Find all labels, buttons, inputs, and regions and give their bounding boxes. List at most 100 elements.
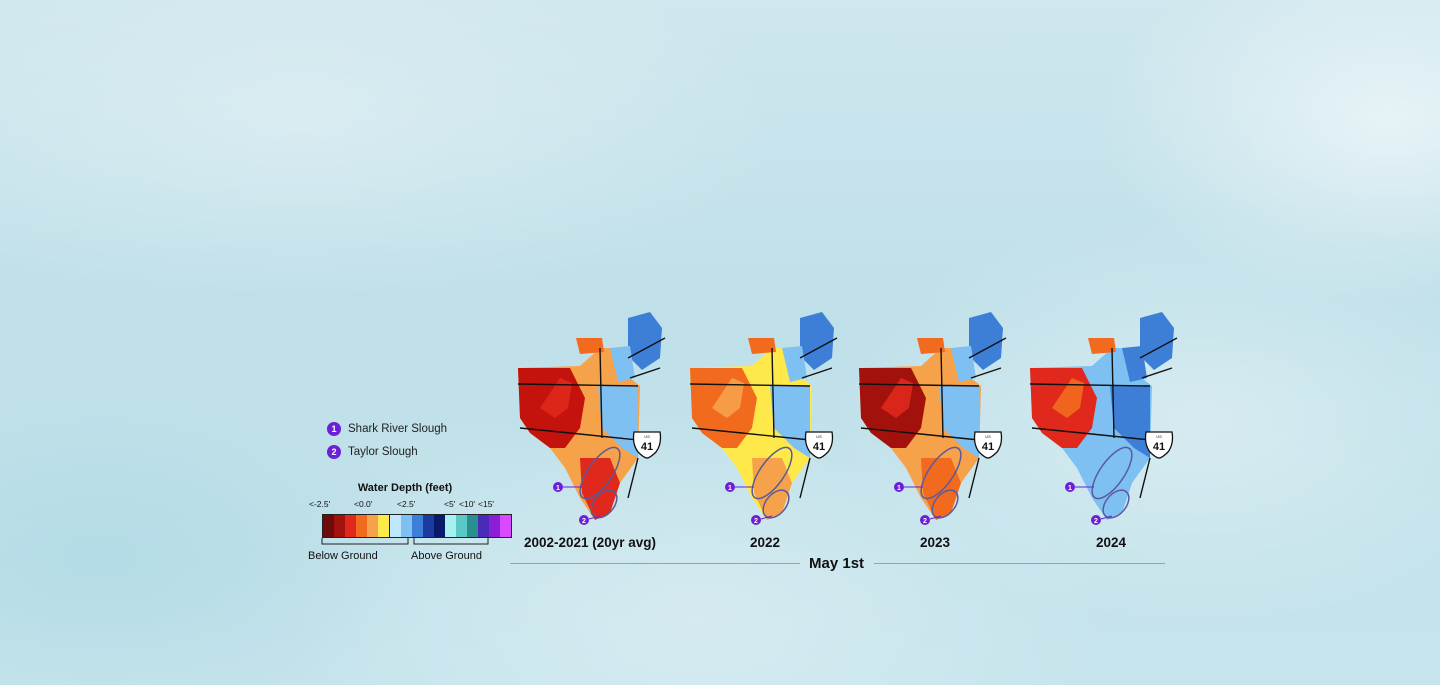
below-ground-label: Below Ground: [308, 550, 378, 562]
taylor-slough-outline: [762, 489, 790, 519]
water-depth-map: 1 2 US 41: [682, 308, 852, 528]
map-label-2022: 2022: [749, 535, 781, 550]
svg-text:1: 1: [897, 485, 901, 492]
map-roads: [517, 337, 666, 499]
scale-swatch: [434, 515, 445, 537]
tick-label: <15': [478, 499, 495, 509]
svg-text:2: 2: [923, 518, 927, 525]
scale-swatch: [423, 515, 434, 537]
scale-swatch: [456, 515, 467, 537]
map-region-east: [598, 386, 638, 458]
map-region-northeast: [969, 312, 1003, 370]
map-region-south: [580, 458, 620, 520]
svg-text:US: US: [1156, 434, 1162, 439]
svg-text:41: 41: [982, 441, 994, 453]
map-roads: [689, 337, 838, 499]
us-41-shield-icon: US 41: [632, 431, 662, 459]
svg-text:41: 41: [813, 441, 825, 453]
map-region-east: [939, 386, 979, 458]
scale-swatch: [334, 515, 345, 537]
marker-2: 2: [920, 515, 942, 525]
depth-color-scale: [322, 514, 512, 538]
legend-taylor-slough: 2 Taylor Slough: [327, 445, 418, 459]
shark-river-slough-outline: [579, 446, 621, 500]
svg-text:41: 41: [1153, 441, 1165, 453]
marker-2: 2: [579, 515, 601, 525]
location-name: Shark River Slough: [348, 423, 448, 435]
location-name: Taylor Slough: [348, 446, 418, 458]
scale-swatch: [345, 515, 356, 537]
svg-text:2: 2: [754, 518, 758, 525]
svg-text:1: 1: [1068, 485, 1072, 492]
map-label-2024: 2024: [1095, 535, 1127, 550]
map-region-north-top: [748, 338, 776, 354]
map-label-avg: 2002-2021 (20yr avg): [523, 535, 657, 550]
scale-swatch: [412, 515, 423, 537]
scale-swatch: [401, 515, 412, 537]
us-41-shield-icon: US 41: [1144, 431, 1174, 459]
svg-text:1: 1: [556, 485, 560, 492]
map-region-east: [1110, 386, 1150, 458]
taylor-slough-outline: [931, 489, 959, 519]
map-region-north-top: [917, 338, 945, 354]
us-41-shield-icon: US 41: [973, 431, 1003, 459]
date-divider-right: [874, 563, 1165, 564]
svg-text:US: US: [816, 434, 822, 439]
map-region-east: [770, 386, 810, 458]
map-region-northeast: [628, 312, 662, 370]
above-ground-label: Above Ground: [411, 550, 482, 562]
scale-swatch: [378, 515, 390, 537]
marker-2: 2: [751, 515, 773, 525]
us-41-shield-icon: US 41: [804, 431, 834, 459]
map-roads: [858, 337, 1007, 499]
scale-swatch: [500, 515, 511, 537]
tick-label: <-2.5': [309, 499, 331, 509]
scale-swatch: [489, 515, 500, 537]
scale-swatch: [323, 515, 334, 537]
scale-swatch: [467, 515, 478, 537]
scale-swatch: [356, 515, 367, 537]
scale-swatch: [367, 515, 378, 537]
marker-1: 1: [725, 482, 754, 492]
map-region-south: [1092, 458, 1132, 520]
location-badge-1: 1: [327, 422, 341, 436]
taylor-slough-outline: [1102, 489, 1130, 519]
water-depth-map: 1 2 US 41: [510, 308, 680, 528]
map-region-north: [782, 346, 807, 382]
water-depth-map: 1 2 US 41: [1022, 308, 1192, 528]
tick-label: <10': [459, 499, 476, 509]
shark-river-slough-outline: [1091, 446, 1133, 500]
svg-text:41: 41: [641, 441, 653, 453]
map-region-north-top: [1088, 338, 1116, 354]
tick-label: <0.0': [354, 499, 373, 509]
tick-label: <5': [444, 499, 456, 509]
date-label: May 1st: [809, 555, 865, 572]
scale-swatch: [445, 515, 456, 537]
ground-brackets: [321, 538, 489, 545]
marker-1: 1: [553, 482, 582, 492]
taylor-slough-outline: [590, 489, 618, 519]
svg-text:US: US: [985, 434, 991, 439]
shark-river-slough-outline: [751, 446, 793, 500]
scale-swatch: [478, 515, 489, 537]
svg-text:2: 2: [582, 518, 586, 525]
date-divider-left: [510, 563, 800, 564]
map-region-west-core: [712, 378, 744, 418]
marker-2: 2: [1091, 515, 1113, 525]
map-label-2023: 2023: [919, 535, 951, 550]
map-region-south: [752, 458, 792, 520]
shark-river-slough-outline: [920, 446, 962, 500]
location-badge-2: 2: [327, 445, 341, 459]
map-region-west-core: [1052, 378, 1084, 418]
svg-text:1: 1: [728, 485, 732, 492]
marker-1: 1: [1065, 482, 1094, 492]
map-region-south: [921, 458, 961, 520]
svg-text:2: 2: [1094, 518, 1098, 525]
marker-1: 1: [894, 482, 923, 492]
depth-scale-title: Water Depth (feet): [357, 482, 453, 494]
water-depth-map: 1 2 US 41: [851, 308, 1021, 528]
legend-shark-river-slough: 1 Shark River Slough: [327, 422, 447, 436]
map-region-north: [1122, 346, 1147, 382]
map-region-north: [951, 346, 976, 382]
map-roads: [1029, 337, 1178, 499]
